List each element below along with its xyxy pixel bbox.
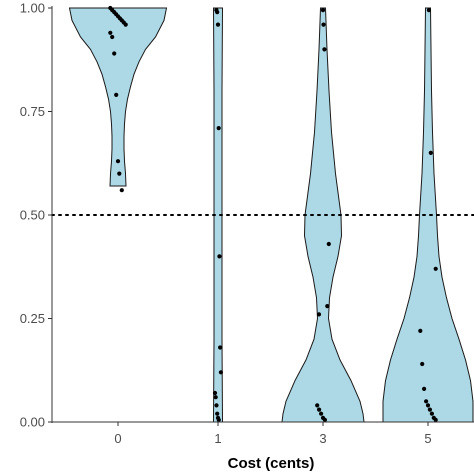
y-tick-label: 0.50	[20, 208, 45, 223]
violin-shape-0	[68, 7, 168, 187]
data-point-0-10	[110, 34, 115, 40]
data-point-1-2	[215, 22, 221, 27]
data-point-0-9	[108, 30, 113, 35]
data-point-5-0	[426, 8, 431, 13]
data-point-5-6	[424, 399, 429, 404]
data-point-0-13	[115, 159, 121, 164]
y-tick-label: 0.75	[20, 104, 45, 119]
data-point-5-3	[418, 328, 423, 333]
x-axis-title: Cost (cents)	[228, 455, 315, 472]
data-point-3-2	[322, 47, 327, 52]
y-tick-label: 0.25	[20, 311, 45, 326]
data-point-5-11	[433, 417, 438, 422]
data-point-5-7	[425, 403, 431, 408]
data-point-3-6	[315, 403, 320, 408]
x-tick-label: 1	[214, 431, 221, 446]
data-point-3-8	[319, 411, 324, 416]
data-point-5-9	[429, 411, 434, 416]
data-point-1-12	[216, 417, 221, 422]
data-point-1-6	[218, 370, 223, 375]
data-point-5-4	[420, 361, 425, 367]
y-tick-label: 1.00	[20, 1, 45, 16]
x-tick-label: 5	[424, 431, 431, 446]
x-tick-label: 0	[114, 431, 121, 446]
data-point-3-5	[316, 312, 322, 317]
data-point-0-15	[119, 188, 124, 193]
data-point-1-1	[215, 10, 220, 15]
data-point-5-2	[433, 266, 438, 271]
data-point-1-8	[213, 395, 218, 400]
x-tick-label: 3	[319, 431, 326, 446]
data-point-5-5	[422, 386, 427, 391]
data-point-0-8	[123, 22, 128, 27]
data-point-1-10	[215, 411, 220, 416]
plot-area	[51, 5, 474, 423]
data-point-3-10	[322, 417, 327, 422]
data-point-1-7	[212, 390, 218, 396]
data-point-1-3	[216, 126, 221, 131]
y-tick-label: 0.00	[20, 415, 45, 430]
data-point-5-8	[427, 407, 432, 412]
data-point-3-4	[325, 304, 330, 309]
data-point-0-11	[112, 51, 117, 56]
data-point-1-4	[217, 254, 222, 259]
axes: 0.00 0.25 0.50 0.75 1.00 0 1 3 5	[20, 1, 474, 446]
data-point-3-1	[321, 22, 326, 27]
data-point-3-7	[317, 407, 322, 412]
data-point-0-14	[117, 171, 122, 176]
data-point-3-3	[326, 241, 331, 247]
data-point-3-0	[320, 8, 326, 13]
data-point-0-12	[114, 92, 119, 97]
data-point-1-9	[214, 403, 219, 408]
data-point-1-5	[218, 345, 223, 350]
violin-shape-3	[281, 7, 365, 423]
data-point-5-1	[428, 150, 433, 155]
